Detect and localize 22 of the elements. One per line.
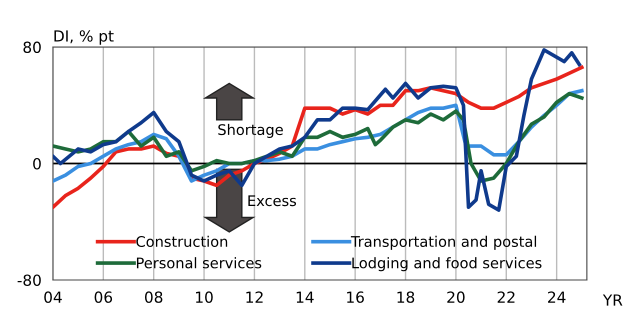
y-tick-label: -80 bbox=[18, 274, 41, 286]
legend-label: Transportation and postal bbox=[350, 236, 536, 250]
legend-label: Construction bbox=[136, 236, 228, 248]
x-tick-label: 12 bbox=[246, 291, 263, 303]
annotation: Shortage bbox=[218, 124, 283, 138]
x-tick-label: 18 bbox=[397, 291, 414, 303]
x-tick-label: 06 bbox=[94, 291, 112, 303]
x-tick-label: 14 bbox=[296, 292, 314, 303]
annotation: Excess bbox=[248, 195, 296, 206]
y-axis-title: DI, % pt bbox=[54, 30, 114, 45]
x-tick-label: 16 bbox=[347, 291, 364, 303]
x-tick-label: 22 bbox=[498, 291, 514, 303]
x-tick-label: 04 bbox=[44, 291, 62, 303]
legend-label: Personal services bbox=[136, 257, 262, 268]
x-tick-label: 10 bbox=[196, 291, 213, 303]
x-tick-label: 24 bbox=[548, 291, 566, 303]
x-tick-label: 20 bbox=[447, 291, 465, 303]
y-tick-label: 80 bbox=[23, 42, 41, 54]
legend-label: Lodging and food services bbox=[352, 257, 542, 272]
y-tick-label: 0 bbox=[33, 158, 41, 170]
x-axis-title: YR bbox=[602, 294, 622, 306]
x-tick-label: 08 bbox=[144, 291, 162, 303]
